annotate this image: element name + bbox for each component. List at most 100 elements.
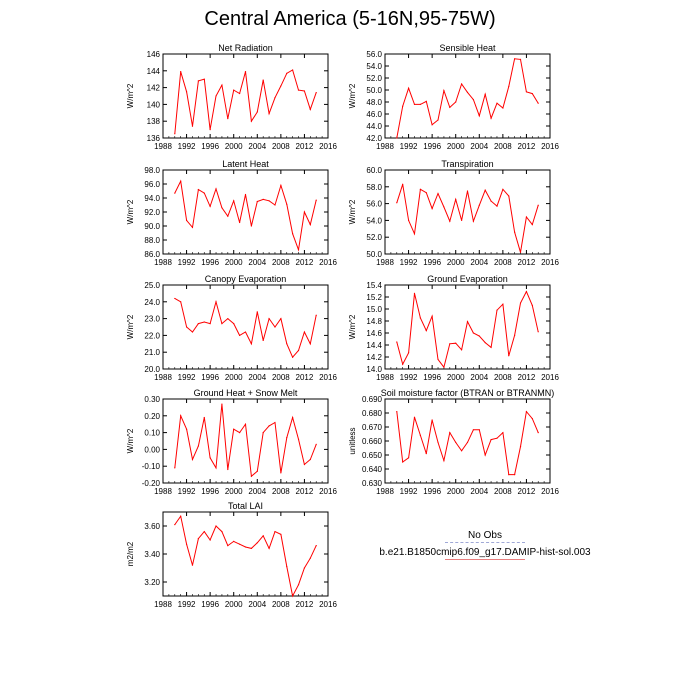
legend-model-label: b.e21.B1850cmip6.f09_g17.DAMIP-hist-sol.…: [379, 547, 591, 558]
data-point: [280, 318, 282, 320]
y-tick-label: 92.0: [144, 208, 160, 217]
x-tick-label: 2012: [296, 142, 314, 151]
data-point: [496, 309, 498, 311]
data-point: [274, 204, 276, 206]
y-axis-label: W/m^2: [126, 83, 135, 108]
x-tick-label: 2016: [319, 142, 337, 151]
x-tick-label: 2000: [447, 142, 465, 151]
data-point: [203, 531, 205, 533]
series-line: [174, 297, 317, 359]
data-point: [443, 366, 445, 368]
x-tick-label: 2012: [518, 373, 536, 382]
data-point: [496, 437, 498, 439]
data-point: [309, 458, 311, 461]
series-line: [174, 403, 317, 478]
data-point: [431, 208, 433, 210]
data-point: [292, 356, 294, 358]
panel-title: Soil moisture factor (BTRAN or BTRANMN): [381, 388, 555, 398]
y-tick-label: 50.0: [366, 86, 382, 95]
data-point: [280, 533, 282, 536]
data-point: [490, 439, 492, 441]
data-point: [531, 224, 533, 226]
data-point: [496, 102, 498, 104]
data-point: [227, 118, 229, 120]
panel-7: Soil moisture factor (BTRAN or BTRANMN) 1…: [348, 388, 559, 496]
x-tick-label: 2004: [470, 142, 488, 151]
y-tick-label: 96.0: [144, 180, 160, 189]
series-line: [174, 514, 317, 598]
data-point: [292, 69, 294, 71]
panel-title: Sensible Heat: [439, 43, 496, 53]
data-point: [396, 202, 398, 204]
data-point: [537, 432, 539, 434]
x-tick-label: 2004: [248, 373, 266, 382]
data-point: [537, 102, 539, 104]
x-tick-label: 2012: [296, 487, 314, 496]
data-point: [396, 411, 398, 413]
panel-title: Latent Heat: [222, 159, 269, 169]
data-point: [239, 92, 241, 95]
x-tick-label: 1996: [201, 600, 219, 609]
x-tick-label: 2016: [319, 487, 337, 496]
data-point: [315, 545, 317, 547]
y-tick-label: 56.0: [366, 50, 382, 59]
y-tick-label: 90.0: [144, 222, 160, 231]
x-tick-label: 2016: [541, 142, 559, 151]
data-point: [461, 349, 463, 351]
data-point: [221, 323, 223, 325]
data-point: [256, 200, 258, 203]
data-point: [472, 220, 474, 222]
y-axis-label: m2/m2: [126, 541, 135, 566]
y-tick-label: 140: [147, 100, 161, 109]
data-point: [286, 343, 288, 345]
data-point: [455, 101, 457, 103]
data-point: [256, 311, 258, 313]
data-point: [197, 323, 199, 325]
data-point: [309, 343, 311, 345]
data-point: [472, 99, 474, 101]
data-point: [455, 441, 457, 443]
x-tick-label: 2000: [225, 600, 243, 609]
y-tick-label: 15.0: [366, 305, 382, 314]
legend-model-swatch: [445, 559, 525, 560]
data-point: [203, 192, 205, 194]
data-point: [461, 83, 463, 85]
data-point: [297, 584, 300, 586]
y-tick-label: 46.0: [366, 110, 382, 119]
data-point: [215, 525, 217, 527]
data-point: [250, 475, 252, 477]
data-point: [197, 445, 199, 447]
y-tick-label: 98.0: [144, 166, 160, 175]
y-axis-label: W/m^2: [348, 314, 357, 339]
data-point: [280, 184, 282, 186]
data-point: [525, 91, 528, 93]
x-tick-label: 2012: [518, 142, 536, 151]
data-point: [455, 198, 457, 200]
data-point: [496, 205, 498, 207]
data-point: [402, 461, 404, 463]
series-line: [174, 179, 317, 252]
data-point: [297, 438, 300, 440]
panel-3: Transpiration 1988 1992 1996 2000 2004 2008 201…: [348, 159, 559, 267]
plot-frame: [162, 398, 329, 484]
x-tick-label: 2000: [225, 373, 243, 382]
data-point: [191, 331, 194, 333]
data-point: [484, 454, 486, 456]
panel-5: Ground Evaporation 1988 1992 1996 2000 2004 20…: [348, 274, 559, 382]
y-tick-label: 50.0: [366, 250, 382, 259]
data-point: [239, 334, 241, 336]
x-tick-label: 2004: [248, 600, 266, 609]
data-point: [315, 443, 317, 445]
data-point: [437, 358, 439, 360]
data-point: [227, 468, 229, 471]
y-tick-label: 14.4: [366, 341, 382, 350]
data-point: [286, 566, 288, 568]
x-tick-label: 1992: [400, 487, 418, 496]
y-tick-label: 21.0: [144, 348, 160, 357]
x-tick-label: 2000: [447, 258, 465, 267]
data-point: [268, 425, 270, 427]
data-point: [233, 540, 235, 543]
data-point: [449, 432, 451, 434]
data-point: [185, 428, 188, 430]
data-point: [537, 331, 539, 333]
